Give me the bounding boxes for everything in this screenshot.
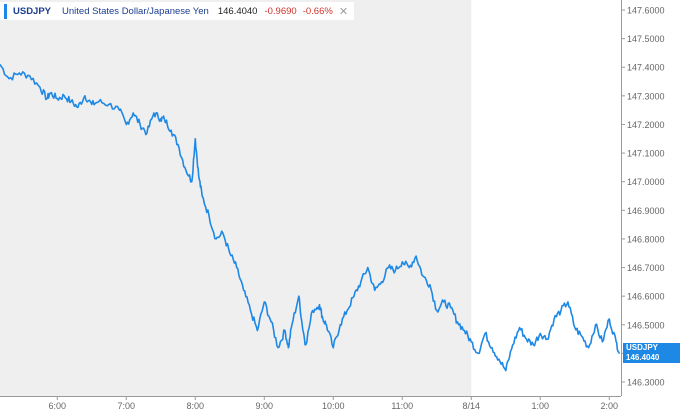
y-tick-label: 147.2000 [627, 120, 665, 130]
x-tick-label: 8:00 [187, 401, 205, 411]
y-tick-label: 147.1000 [627, 149, 665, 159]
x-tick-label: 11:00 [391, 401, 413, 411]
y-tick-label: 147.3000 [627, 91, 665, 101]
series-color-swatch [4, 3, 7, 19]
y-tick-label: 147.0000 [627, 177, 665, 187]
legend-instrument-name: United States Dollar/Japanese Yen [62, 5, 209, 17]
x-tick-label: 8/14 [463, 401, 481, 411]
y-tick-label: 146.6000 [627, 292, 665, 302]
y-tick-label: 146.9000 [627, 206, 665, 216]
close-icon[interactable]: ✕ [338, 5, 349, 18]
last-badge-symbol: USDJPY [626, 343, 659, 352]
previous-session-shade [0, 0, 472, 396]
x-tick-label: 10:00 [322, 401, 345, 411]
y-tick-label: 146.5000 [627, 320, 665, 330]
legend-price: 146.4040 [217, 5, 258, 17]
y-tick-label: 146.7000 [627, 263, 665, 273]
x-tick-label: 7:00 [118, 401, 136, 411]
x-tick-label: 6:00 [49, 401, 67, 411]
usdjpy-series-line [0, 63, 621, 372]
chart-legend: USDJPY United States Dollar/Japanese Yen… [0, 2, 355, 20]
y-tick-label: 146.3000 [627, 378, 665, 388]
y-tick-label: 146.8000 [627, 234, 665, 244]
x-tick-label: 1:00 [532, 401, 550, 411]
y-tick-label: 147.5000 [627, 34, 665, 44]
x-tick-label: 2:00 [601, 401, 619, 411]
legend-change-percent: -0.66% [302, 5, 333, 17]
legend-change: -0.9690 [264, 5, 297, 17]
y-tick-label: 147.4000 [627, 63, 665, 73]
last-badge-price: 146.4040 [626, 353, 660, 362]
x-tick-label: 9:00 [256, 401, 274, 411]
last-price-badge: USDJPY 146.4040 [623, 343, 680, 363]
legend-symbol[interactable]: USDJPY [13, 5, 52, 17]
y-tick-label: 147.6000 [627, 6, 665, 16]
